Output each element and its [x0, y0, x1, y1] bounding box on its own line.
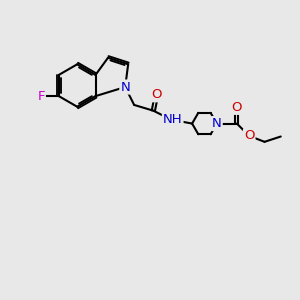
Text: O: O [232, 101, 242, 114]
Text: O: O [151, 88, 162, 101]
Text: O: O [244, 129, 254, 142]
Text: N: N [212, 117, 222, 130]
Text: N: N [120, 80, 130, 94]
Text: NH: NH [163, 113, 182, 126]
Text: F: F [38, 90, 45, 103]
